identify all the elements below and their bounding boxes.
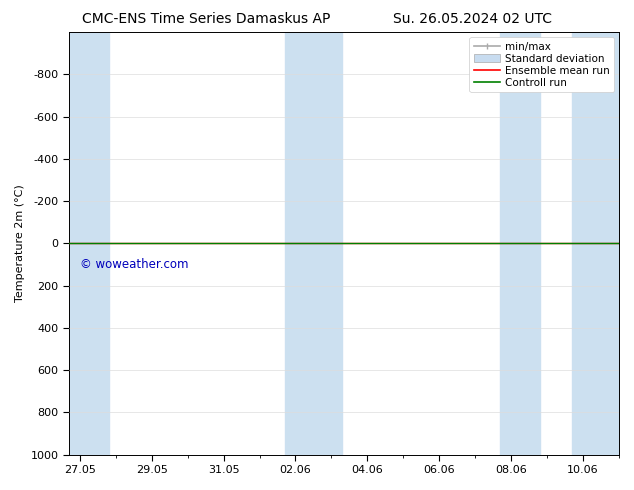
Bar: [573, 32, 619, 455]
Text: © woweather.com: © woweather.com: [80, 258, 188, 271]
Text: CMC-ENS Time Series Damaskus AP: CMC-ENS Time Series Damaskus AP: [82, 12, 331, 26]
Bar: [500, 32, 540, 455]
Legend: min/max, Standard deviation, Ensemble mean run, Controll run: min/max, Standard deviation, Ensemble me…: [469, 37, 614, 92]
Bar: [285, 32, 342, 455]
Bar: [69, 32, 108, 455]
Text: Su. 26.05.2024 02 UTC: Su. 26.05.2024 02 UTC: [392, 12, 552, 26]
Y-axis label: Temperature 2m (°C): Temperature 2m (°C): [15, 185, 25, 302]
